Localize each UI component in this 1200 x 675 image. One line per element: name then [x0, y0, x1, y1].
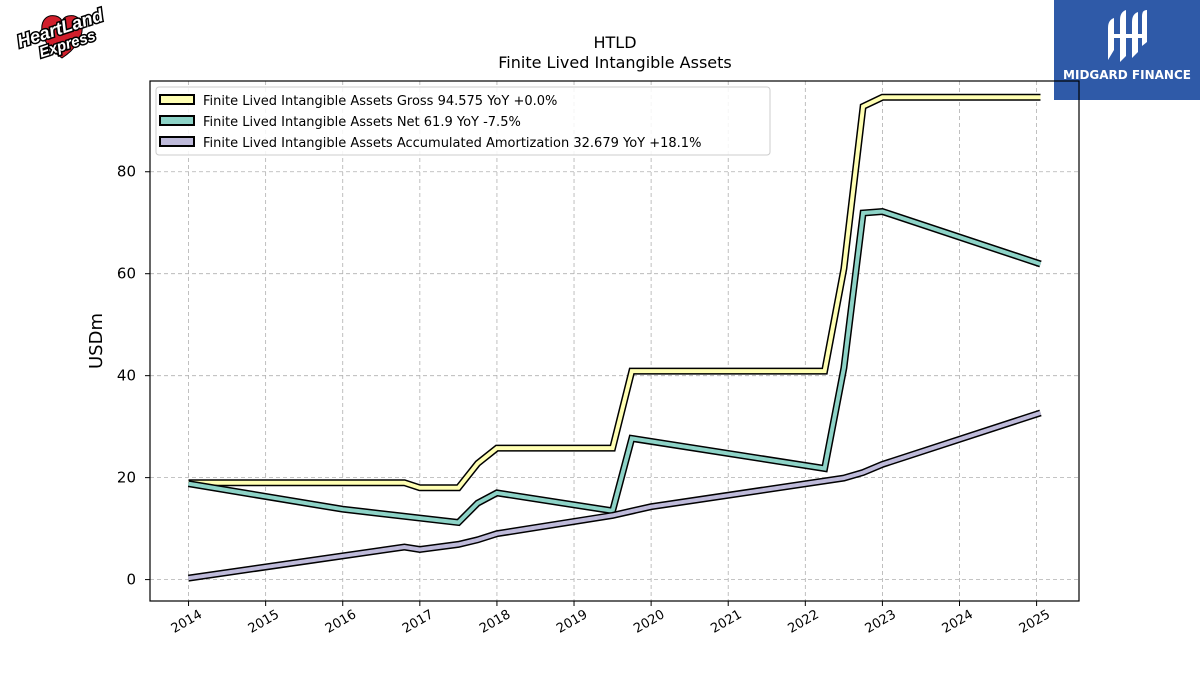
legend-label-2: Finite Lived Intangible Assets Accumulat…: [203, 136, 701, 151]
x-tick-label: 2017: [400, 607, 436, 637]
heartland-express-logo: HeartLand Express: [4, 3, 120, 63]
y-tick-label: 0: [126, 571, 136, 589]
y-tick-label: 80: [117, 163, 136, 181]
plot-area-frame: [149, 80, 1080, 602]
x-tick-label: 2022: [785, 607, 821, 637]
heart-icon: [41, 15, 83, 59]
legend-swatch-2: [159, 136, 195, 147]
x-tick-label: 2023: [863, 607, 899, 637]
grid: [150, 81, 1079, 601]
x-tick-label: 2019: [554, 607, 590, 637]
legend-swatch-1: [159, 115, 195, 126]
x-tick-label: 2018: [477, 607, 513, 637]
y-axis-ticks: 0 20 40 60 80: [117, 163, 150, 589]
legend-label-0: Finite Lived Intangible Assets Gross 94.…: [203, 94, 557, 109]
legend: Finite Lived Intangible Assets Gross 94.…: [155, 86, 771, 156]
y-tick-label: 40: [117, 367, 136, 385]
series-2-line: [188, 409, 1042, 582]
x-tick-label: 2014: [169, 607, 205, 637]
series-2-stroke: [188, 410, 1042, 581]
x-tick-label: 2015: [246, 607, 282, 637]
x-axis-ticks: 2014 2015 2016 2017 2018 2019 2020 2021 2022 2023…: [169, 601, 1053, 637]
series-lines: [187, 93, 1042, 582]
series-0-outline: [188, 93, 1041, 492]
series-1-outline: [187, 207, 1042, 527]
series-1-stroke: [188, 209, 1042, 525]
midgard-finance-logo: MIDGARD FINANCE: [1054, 0, 1200, 100]
x-tick-label: 2020: [631, 607, 667, 637]
x-tick-label: 2025: [1017, 607, 1053, 637]
chart-title: HTLD: [593, 33, 636, 52]
series-1-line: [187, 207, 1042, 527]
x-tick-label: 2021: [708, 607, 744, 637]
series-0-line: [188, 93, 1041, 492]
y-axis-label: USDm: [86, 313, 107, 369]
legend-swatch-0: [159, 94, 195, 105]
x-tick-label: 2024: [940, 607, 976, 637]
x-tick-label: 2016: [323, 607, 359, 637]
legend-frame: [155, 86, 771, 156]
midgard-finance-text: MIDGARD FINANCE: [1063, 68, 1191, 82]
chart-subtitle: Finite Lived Intangible Assets: [498, 53, 731, 72]
legend-label-1: Finite Lived Intangible Assets Net 61.9 …: [203, 115, 521, 130]
y-tick-label: 60: [117, 265, 136, 283]
series-0-stroke: [188, 95, 1041, 490]
midgard-emblem-icon: [1108, 10, 1147, 62]
y-tick-label: 20: [117, 469, 136, 487]
